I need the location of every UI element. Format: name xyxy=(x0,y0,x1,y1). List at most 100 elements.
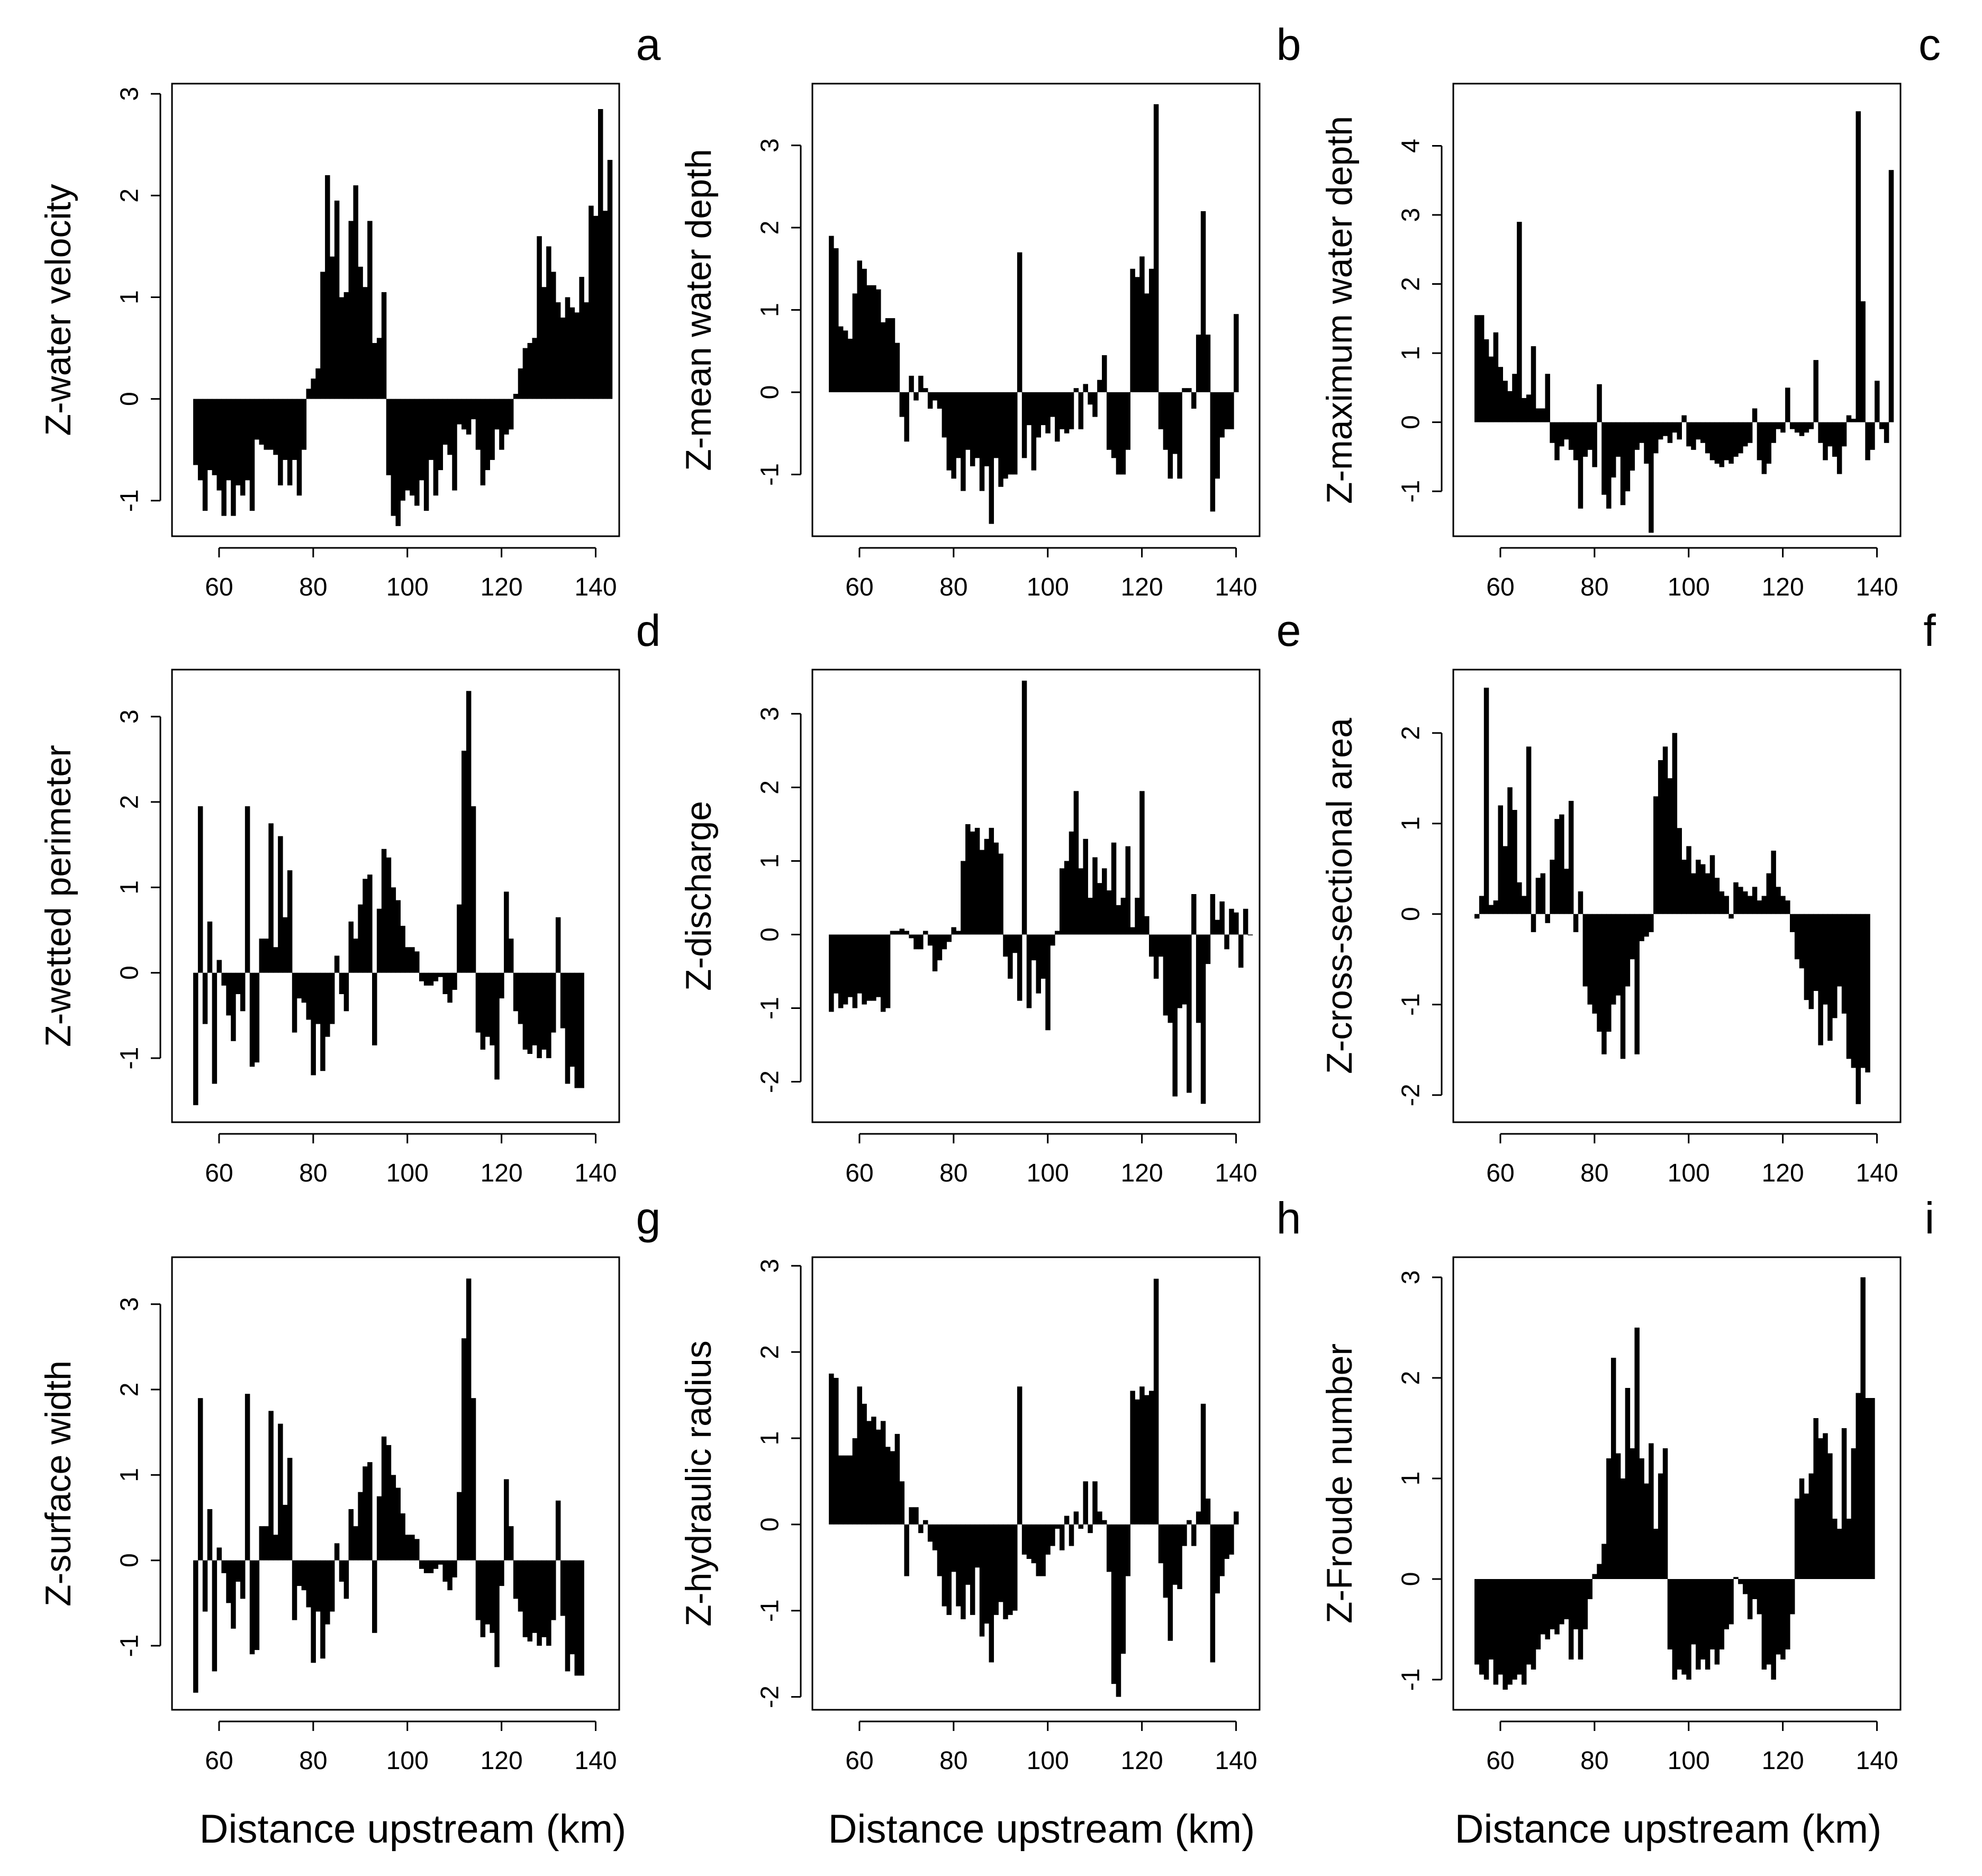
bar xyxy=(226,1560,231,1603)
bar xyxy=(475,972,481,1033)
bar xyxy=(1776,1579,1781,1655)
bar xyxy=(376,338,382,399)
bar xyxy=(974,827,980,935)
bar xyxy=(376,908,382,973)
bar xyxy=(1658,760,1663,914)
bar xyxy=(1808,422,1814,429)
bar xyxy=(1017,934,1022,1001)
bar xyxy=(1200,934,1206,1104)
bar xyxy=(1724,1579,1729,1629)
bar xyxy=(993,392,999,458)
bar xyxy=(457,399,462,425)
bar xyxy=(1592,1574,1597,1579)
bar xyxy=(1804,1493,1809,1579)
bar xyxy=(927,392,933,409)
bar xyxy=(1483,688,1489,914)
bar xyxy=(989,1524,994,1663)
bar xyxy=(395,1487,401,1561)
bar xyxy=(589,205,594,399)
bar xyxy=(334,955,340,973)
bar xyxy=(965,392,971,450)
bar xyxy=(414,1539,420,1561)
bar xyxy=(965,824,971,935)
bar xyxy=(1012,934,1018,953)
bar xyxy=(1823,1433,1828,1579)
bar xyxy=(598,109,603,399)
bar xyxy=(353,1526,358,1561)
bar xyxy=(829,1373,834,1525)
bar xyxy=(240,972,246,1012)
bar xyxy=(1177,392,1182,479)
bar xyxy=(1832,422,1838,457)
bar xyxy=(876,289,881,392)
y-tick-label: -1 xyxy=(116,1635,144,1657)
bar xyxy=(442,399,448,445)
bar xyxy=(1017,252,1022,392)
bar xyxy=(348,921,354,973)
bar xyxy=(1587,422,1592,450)
bar xyxy=(1836,422,1842,474)
bar xyxy=(1630,914,1635,960)
bar xyxy=(942,934,947,950)
bar xyxy=(391,399,396,516)
bar xyxy=(433,1560,439,1569)
bar xyxy=(419,399,424,481)
bar xyxy=(1498,1579,1503,1675)
bar xyxy=(207,921,213,973)
bar xyxy=(1606,422,1612,509)
bar xyxy=(904,1524,909,1576)
bar xyxy=(829,934,834,1012)
bar xyxy=(1625,1388,1631,1579)
bar xyxy=(1187,1520,1192,1525)
bar xyxy=(1841,1428,1847,1579)
panel-b: 60 80 100 120 140 -1 0 1 2 3 Z-mean water depth b xyxy=(678,20,1301,601)
bar xyxy=(847,934,853,997)
bar xyxy=(1672,1579,1678,1680)
bar xyxy=(1789,422,1795,429)
bar xyxy=(353,939,358,973)
bar xyxy=(1728,1579,1734,1625)
bar xyxy=(301,972,307,1003)
bar xyxy=(1851,1448,1857,1579)
bar xyxy=(937,392,943,409)
x-tick-label: 80 xyxy=(299,573,327,601)
bar xyxy=(254,1560,260,1650)
bar xyxy=(1875,381,1880,422)
x-tick-label: 80 xyxy=(1580,1747,1608,1775)
bar xyxy=(1182,388,1187,392)
y-axis-title: Z-Froude number xyxy=(1319,1343,1360,1624)
bar xyxy=(245,1394,250,1561)
bar xyxy=(315,368,321,399)
bar xyxy=(1168,1524,1173,1641)
bar xyxy=(979,1524,985,1637)
bar xyxy=(1606,914,1612,1032)
bar xyxy=(541,1560,547,1637)
bar xyxy=(193,1560,198,1693)
bar xyxy=(1799,422,1805,436)
bar xyxy=(1036,392,1041,438)
panel-f: 60 80 100 120 140 -2 -1 0 1 2 Z-cross-sectional ar… xyxy=(1319,606,1936,1187)
bar xyxy=(1686,422,1691,447)
bar xyxy=(993,1524,999,1615)
bar xyxy=(989,392,994,524)
bar xyxy=(1116,392,1121,475)
bar xyxy=(1088,1524,1093,1534)
bar xyxy=(569,972,575,1067)
y-tick-label: -1 xyxy=(756,1599,784,1622)
bar xyxy=(1780,1579,1786,1659)
bar xyxy=(212,972,218,1084)
bar xyxy=(1714,422,1720,464)
bar xyxy=(1196,1511,1201,1525)
bar xyxy=(1691,873,1696,914)
bar xyxy=(367,1462,373,1561)
bar xyxy=(202,1560,208,1612)
x-axis-title-col3: Distance upstream (km) xyxy=(1454,1807,1882,1852)
bar xyxy=(320,972,325,1071)
bar xyxy=(1851,419,1857,422)
bar xyxy=(1714,878,1720,914)
bar xyxy=(1498,805,1503,914)
y-tick-label: 1 xyxy=(756,1431,784,1446)
bar xyxy=(1789,914,1795,932)
bar xyxy=(1507,391,1513,422)
